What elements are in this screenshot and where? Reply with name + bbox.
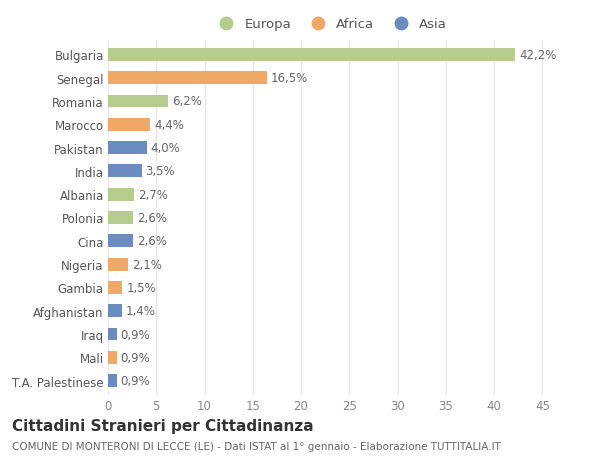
Bar <box>108 165 142 178</box>
Text: 6,2%: 6,2% <box>172 95 202 108</box>
Bar <box>108 305 122 318</box>
Text: 16,5%: 16,5% <box>271 72 308 85</box>
Bar <box>108 118 151 131</box>
Bar <box>108 72 267 85</box>
Text: 0,9%: 0,9% <box>121 374 150 387</box>
Bar <box>108 49 515 62</box>
Text: 4,4%: 4,4% <box>154 118 184 131</box>
Text: 2,7%: 2,7% <box>138 188 168 201</box>
Bar <box>108 351 116 364</box>
Text: Cittadini Stranieri per Cittadinanza: Cittadini Stranieri per Cittadinanza <box>12 418 314 433</box>
Text: 4,0%: 4,0% <box>151 142 180 155</box>
Text: 2,1%: 2,1% <box>132 258 162 271</box>
Legend: Europa, Africa, Asia: Europa, Africa, Asia <box>213 18 447 31</box>
Bar <box>108 212 133 224</box>
Text: 2,6%: 2,6% <box>137 212 167 224</box>
Bar <box>108 281 122 294</box>
Bar <box>108 328 116 341</box>
Text: 42,2%: 42,2% <box>519 49 557 62</box>
Bar <box>108 235 133 248</box>
Text: 0,9%: 0,9% <box>121 328 150 341</box>
Text: COMUNE DI MONTERONI DI LECCE (LE) - Dati ISTAT al 1° gennaio - Elaborazione TUTT: COMUNE DI MONTERONI DI LECCE (LE) - Dati… <box>12 441 501 451</box>
Bar <box>108 95 168 108</box>
Bar <box>108 258 128 271</box>
Bar <box>108 375 116 387</box>
Bar <box>108 142 146 155</box>
Bar <box>108 188 134 201</box>
Text: 2,6%: 2,6% <box>137 235 167 248</box>
Text: 1,4%: 1,4% <box>125 305 155 318</box>
Text: 1,5%: 1,5% <box>127 281 156 294</box>
Text: 3,5%: 3,5% <box>146 165 175 178</box>
Text: 0,9%: 0,9% <box>121 351 150 364</box>
